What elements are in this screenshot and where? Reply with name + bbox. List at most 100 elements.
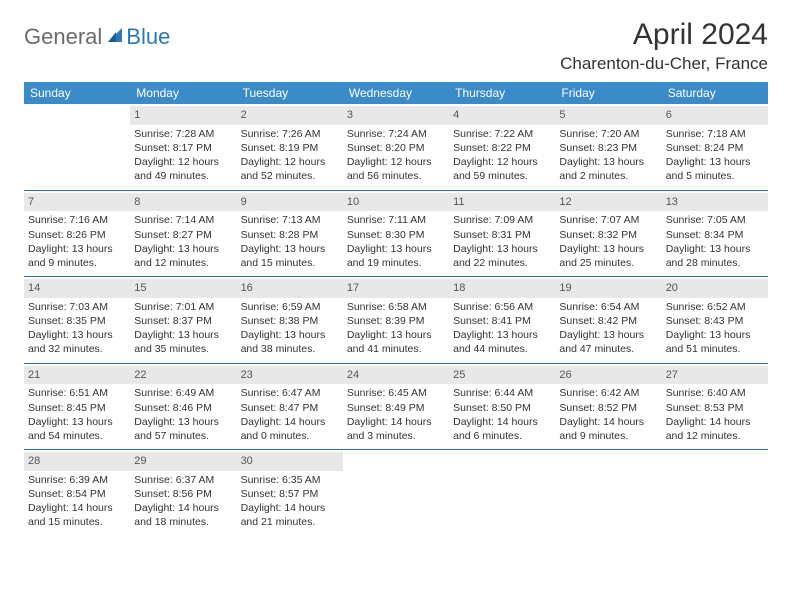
sunrise-line: Sunrise: 6:35 AM <box>241 473 339 487</box>
sunset-line: Sunset: 8:32 PM <box>559 228 657 242</box>
sunrise-line: Sunrise: 7:16 AM <box>28 213 126 227</box>
daylight-line: Daylight: 13 hours and 44 minutes. <box>453 328 551 356</box>
day-number: 11 <box>449 193 555 212</box>
daylight-line: Daylight: 13 hours and 28 minutes. <box>666 242 764 270</box>
calendar-cell: 25Sunrise: 6:44 AMSunset: 8:50 PMDayligh… <box>449 363 555 450</box>
sunset-line: Sunset: 8:27 PM <box>134 228 232 242</box>
calendar-cell: 15Sunrise: 7:01 AMSunset: 8:37 PMDayligh… <box>130 277 236 364</box>
sunset-line: Sunset: 8:57 PM <box>241 487 339 501</box>
calendar-row: 7Sunrise: 7:16 AMSunset: 8:26 PMDaylight… <box>24 190 768 277</box>
daylight-line: Daylight: 13 hours and 41 minutes. <box>347 328 445 356</box>
sunrise-line: Sunrise: 7:22 AM <box>453 127 551 141</box>
day-number: 30 <box>237 452 343 471</box>
daylight-line: Daylight: 14 hours and 18 minutes. <box>134 501 232 529</box>
daylight-line: Daylight: 13 hours and 12 minutes. <box>134 242 232 270</box>
sunset-line: Sunset: 8:35 PM <box>28 314 126 328</box>
day-number: 22 <box>130 366 236 385</box>
day-number: 2 <box>237 106 343 125</box>
sunrise-line: Sunrise: 7:05 AM <box>666 213 764 227</box>
day-number: 8 <box>130 193 236 212</box>
sunrise-line: Sunrise: 7:09 AM <box>453 213 551 227</box>
sunset-line: Sunset: 8:31 PM <box>453 228 551 242</box>
weekday-header: Saturday <box>662 82 768 104</box>
daylight-line: Daylight: 12 hours and 52 minutes. <box>241 155 339 183</box>
calendar-cell: 20Sunrise: 6:52 AMSunset: 8:43 PMDayligh… <box>662 277 768 364</box>
calendar-cell: 13Sunrise: 7:05 AMSunset: 8:34 PMDayligh… <box>662 190 768 277</box>
calendar-cell: 9Sunrise: 7:13 AMSunset: 8:28 PMDaylight… <box>237 190 343 277</box>
day-number: 19 <box>555 279 661 298</box>
sunset-line: Sunset: 8:26 PM <box>28 228 126 242</box>
daylight-line: Daylight: 12 hours and 59 minutes. <box>453 155 551 183</box>
sunset-line: Sunset: 8:53 PM <box>666 401 764 415</box>
sunset-line: Sunset: 8:41 PM <box>453 314 551 328</box>
sunrise-line: Sunrise: 6:49 AM <box>134 386 232 400</box>
weekday-header-row: SundayMondayTuesdayWednesdayThursdayFrid… <box>24 82 768 104</box>
day-number: 23 <box>237 366 343 385</box>
sunset-line: Sunset: 8:47 PM <box>241 401 339 415</box>
sunset-line: Sunset: 8:34 PM <box>666 228 764 242</box>
sunrise-line: Sunrise: 7:11 AM <box>347 213 445 227</box>
sunrise-line: Sunrise: 7:26 AM <box>241 127 339 141</box>
calendar-cell: 17Sunrise: 6:58 AMSunset: 8:39 PMDayligh… <box>343 277 449 364</box>
daylight-line: Daylight: 14 hours and 21 minutes. <box>241 501 339 529</box>
daylight-line: Daylight: 13 hours and 15 minutes. <box>241 242 339 270</box>
sunrise-line: Sunrise: 7:18 AM <box>666 127 764 141</box>
sunset-line: Sunset: 8:42 PM <box>559 314 657 328</box>
calendar-cell: 19Sunrise: 6:54 AMSunset: 8:42 PMDayligh… <box>555 277 661 364</box>
sunrise-line: Sunrise: 6:39 AM <box>28 473 126 487</box>
sunrise-line: Sunrise: 6:54 AM <box>559 300 657 314</box>
daylight-line: Daylight: 14 hours and 15 minutes. <box>28 501 126 529</box>
daylight-line: Daylight: 13 hours and 25 minutes. <box>559 242 657 270</box>
calendar-row: 28Sunrise: 6:39 AMSunset: 8:54 PMDayligh… <box>24 450 768 536</box>
daylight-line: Daylight: 13 hours and 57 minutes. <box>134 415 232 443</box>
weekday-header: Tuesday <box>237 82 343 104</box>
sunrise-line: Sunrise: 7:14 AM <box>134 213 232 227</box>
sunset-line: Sunset: 8:23 PM <box>559 141 657 155</box>
sunrise-line: Sunrise: 7:24 AM <box>347 127 445 141</box>
sunrise-line: Sunrise: 7:13 AM <box>241 213 339 227</box>
sunset-line: Sunset: 8:52 PM <box>559 401 657 415</box>
sunrise-line: Sunrise: 6:37 AM <box>134 473 232 487</box>
day-number: 18 <box>449 279 555 298</box>
day-number: 21 <box>24 366 130 385</box>
calendar-cell-empty <box>555 450 661 536</box>
day-number: 26 <box>555 366 661 385</box>
calendar-cell: 2Sunrise: 7:26 AMSunset: 8:19 PMDaylight… <box>237 104 343 190</box>
daylight-line: Daylight: 14 hours and 12 minutes. <box>666 415 764 443</box>
daylight-line: Daylight: 13 hours and 35 minutes. <box>134 328 232 356</box>
sunrise-line: Sunrise: 7:07 AM <box>559 213 657 227</box>
calendar-cell: 7Sunrise: 7:16 AMSunset: 8:26 PMDaylight… <box>24 190 130 277</box>
daylight-line: Daylight: 14 hours and 6 minutes. <box>453 415 551 443</box>
calendar-cell: 5Sunrise: 7:20 AMSunset: 8:23 PMDaylight… <box>555 104 661 190</box>
sunrise-line: Sunrise: 7:01 AM <box>134 300 232 314</box>
calendar-cell-empty <box>343 450 449 536</box>
day-number: 1 <box>130 106 236 125</box>
day-number: 4 <box>449 106 555 125</box>
day-number: 29 <box>130 452 236 471</box>
calendar-cell: 22Sunrise: 6:49 AMSunset: 8:46 PMDayligh… <box>130 363 236 450</box>
sunrise-line: Sunrise: 7:28 AM <box>134 127 232 141</box>
day-number: 25 <box>449 366 555 385</box>
calendar-body: 1Sunrise: 7:28 AMSunset: 8:17 PMDaylight… <box>24 104 768 536</box>
calendar-cell: 28Sunrise: 6:39 AMSunset: 8:54 PMDayligh… <box>24 450 130 536</box>
day-number: 5 <box>555 106 661 125</box>
sunset-line: Sunset: 8:38 PM <box>241 314 339 328</box>
daylight-line: Daylight: 13 hours and 9 minutes. <box>28 242 126 270</box>
sunset-line: Sunset: 8:37 PM <box>134 314 232 328</box>
sunrise-line: Sunrise: 6:45 AM <box>347 386 445 400</box>
day-number: 12 <box>555 193 661 212</box>
calendar-row: 21Sunrise: 6:51 AMSunset: 8:45 PMDayligh… <box>24 363 768 450</box>
day-number: 17 <box>343 279 449 298</box>
calendar-cell: 11Sunrise: 7:09 AMSunset: 8:31 PMDayligh… <box>449 190 555 277</box>
daylight-line: Daylight: 13 hours and 38 minutes. <box>241 328 339 356</box>
daylight-line: Daylight: 12 hours and 56 minutes. <box>347 155 445 183</box>
calendar-row: 14Sunrise: 7:03 AMSunset: 8:35 PMDayligh… <box>24 277 768 364</box>
daylight-line: Daylight: 13 hours and 54 minutes. <box>28 415 126 443</box>
header: General Blue April 2024 Charenton-du-Che… <box>24 18 768 74</box>
brand-part2: Blue <box>126 27 170 47</box>
daylight-line: Daylight: 14 hours and 3 minutes. <box>347 415 445 443</box>
sunset-line: Sunset: 8:28 PM <box>241 228 339 242</box>
title-block: April 2024 Charenton-du-Cher, France <box>560 18 768 74</box>
weekday-header: Friday <box>555 82 661 104</box>
day-number: 9 <box>237 193 343 212</box>
